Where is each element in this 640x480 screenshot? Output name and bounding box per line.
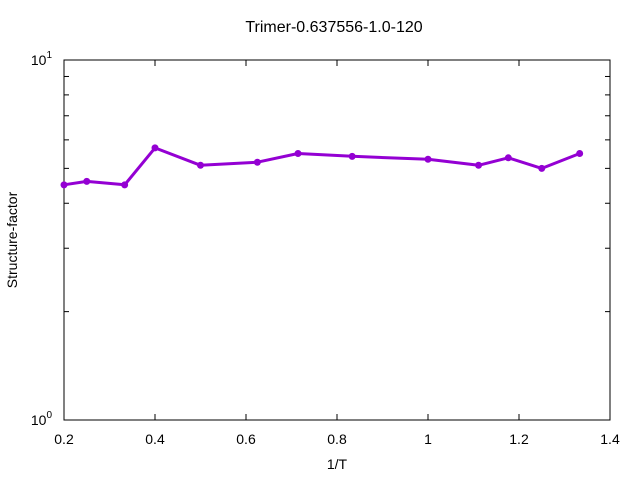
data-point	[151, 144, 159, 152]
plot-frame	[63, 59, 611, 421]
data-point	[121, 181, 129, 189]
data-point	[83, 177, 91, 185]
y-tick-label: 101	[31, 50, 53, 68]
data-point	[60, 181, 68, 189]
x-tick-label: 0.4	[145, 431, 165, 447]
series-line	[63, 146, 581, 187]
x-tick-labels: 0.2 0.4 0.6 0.8 1 1.2 1.4	[54, 431, 620, 447]
x-tick-label: 0.8	[327, 431, 347, 447]
x-tick-label: 1.2	[509, 431, 529, 447]
x-tick-label: 0.2	[54, 431, 74, 447]
x-tick-label: 1	[424, 431, 432, 447]
data-point	[294, 149, 302, 157]
data-point	[197, 161, 204, 169]
data-point	[424, 155, 432, 163]
data-point	[475, 161, 483, 169]
data-point	[253, 158, 261, 166]
series-group	[60, 144, 584, 189]
y-tick-labels: 100 101	[31, 50, 53, 428]
chart-title: Trimer-0.637556-1.0-120	[245, 19, 422, 36]
data-point	[348, 152, 356, 160]
x-axis-label: 1/T	[327, 456, 348, 472]
x-tick-label: 0.6	[236, 431, 256, 447]
x-tick-label: 1.4	[600, 431, 620, 447]
data-point	[538, 164, 546, 172]
y-tick-label: 100	[31, 410, 53, 428]
axis-ticks	[63, 59, 611, 421]
data-point	[576, 149, 584, 157]
y-axis-label: Structure-factor	[4, 191, 20, 288]
data-point	[504, 154, 512, 162]
